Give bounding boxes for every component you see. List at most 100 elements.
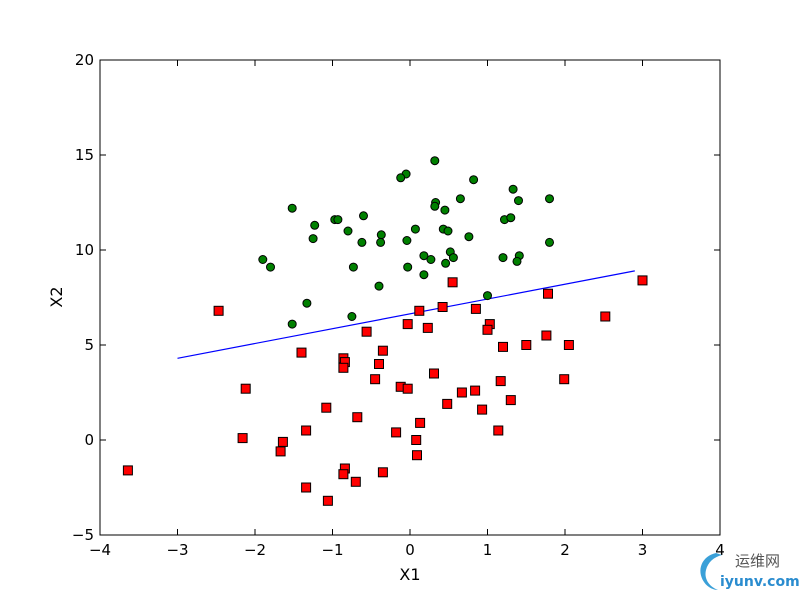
data-point-circle: [464, 232, 474, 242]
x-tick-label: 3: [638, 541, 648, 559]
data-point-square: [543, 288, 553, 299]
x-axis-label: X1: [399, 565, 420, 584]
data-point-circle: [443, 226, 453, 236]
data-point-square: [411, 435, 422, 445]
data-point-square: [352, 412, 363, 423]
data-point-square: [301, 425, 312, 436]
data-point-square: [422, 322, 433, 333]
watermark-logo: 运维网 iyunv.com: [694, 548, 800, 595]
data-point-square: [213, 305, 224, 316]
y-tick-label: −5: [72, 526, 94, 544]
data-point-square: [600, 311, 611, 322]
axis-ticks: −4 −3 −2 −1 0 1 2 3 4 −5 0 5 10 15 20: [72, 51, 725, 559]
data-point-circle: [448, 253, 458, 263]
data-point-circle: [258, 255, 268, 264]
data-point-circle: [402, 236, 412, 245]
data-point-circle: [545, 237, 554, 247]
data-point-circle: [376, 230, 386, 240]
data-point-circle: [374, 281, 384, 291]
y-tick-label: 15: [75, 146, 94, 164]
data-point-square: [377, 467, 388, 478]
y-tick-label: 20: [75, 51, 94, 69]
data-point-square: [412, 450, 422, 461]
data-point-circle: [347, 312, 357, 321]
data-point-circle: [512, 256, 522, 266]
data-point-square: [415, 417, 426, 428]
data-point-square: [505, 395, 516, 406]
data-point-square: [350, 476, 361, 487]
x-tick-label: −3: [166, 541, 188, 559]
data-point-square: [361, 326, 372, 337]
data-point-circle: [357, 237, 367, 247]
data-point-circle: [545, 194, 554, 204]
data-point-square: [391, 427, 402, 438]
data-point-square: [521, 340, 532, 350]
y-tick-label: 10: [75, 241, 94, 259]
data-point-circle: [310, 220, 320, 230]
data-point-circle: [498, 253, 508, 263]
data-point-square: [377, 345, 388, 356]
data-point-circle: [287, 203, 297, 213]
data-point-square: [338, 469, 349, 480]
data-point-circle: [508, 184, 518, 194]
data-point-square: [402, 383, 413, 394]
data-point-square: [442, 398, 453, 409]
data-point-square: [414, 305, 425, 316]
data-point-square: [456, 387, 467, 398]
data-point-circle: [403, 262, 413, 272]
data-point-circle: [455, 194, 465, 204]
x-tick-label: 4: [715, 541, 725, 559]
data-point-circle: [266, 262, 275, 272]
plot-background: [100, 60, 720, 535]
data-point-circle: [441, 258, 451, 268]
data-point-square: [275, 446, 286, 457]
data-point-square: [559, 374, 570, 385]
data-point-square: [482, 324, 493, 335]
data-point-circle: [430, 201, 440, 211]
data-point-square: [437, 302, 448, 312]
plot-area: [122, 156, 648, 506]
data-point-square: [563, 340, 574, 350]
data-point-circle: [514, 196, 523, 206]
watermark-cn-text: 运维网: [735, 552, 780, 570]
watermark-url-text: iyunv.com: [720, 574, 800, 590]
data-point-circle: [359, 211, 368, 221]
data-point-circle: [333, 215, 343, 225]
x-tick-label: −4: [89, 541, 111, 559]
data-point-circle: [396, 173, 406, 183]
data-point-circle: [376, 237, 386, 247]
data-point-square: [477, 404, 488, 415]
data-point-circle: [348, 262, 358, 272]
data-point-square: [402, 319, 413, 330]
data-point-circle: [440, 205, 450, 215]
data-point-square: [240, 383, 251, 394]
data-point-square: [322, 495, 333, 506]
data-point-square: [374, 359, 384, 369]
data-point-circle: [483, 291, 492, 301]
data-point-circle: [308, 234, 318, 244]
data-point-square: [429, 368, 439, 379]
x-tick-label: −1: [321, 541, 343, 559]
data-point-circle: [419, 251, 429, 261]
data-point-square: [498, 341, 508, 352]
data-point-square: [338, 362, 349, 373]
data-point-square: [470, 303, 481, 314]
data-point-square: [447, 277, 458, 288]
data-point-circle: [343, 226, 353, 236]
y-tick-label: 5: [84, 336, 94, 354]
data-point-square: [495, 376, 506, 387]
y-tick-label: 0: [84, 431, 94, 449]
data-point-circle: [426, 255, 436, 264]
data-point-square: [296, 347, 307, 358]
data-point-square: [370, 374, 381, 385]
x-tick-label: −2: [244, 541, 266, 559]
data-point-square: [301, 482, 312, 493]
data-point-square: [237, 433, 248, 444]
data-point-square: [321, 402, 332, 413]
data-point-circle: [410, 224, 420, 234]
x-tick-label: 2: [560, 541, 570, 559]
data-point-square: [493, 425, 504, 436]
data-point-square: [277, 436, 288, 447]
data-point-circle: [506, 213, 516, 223]
